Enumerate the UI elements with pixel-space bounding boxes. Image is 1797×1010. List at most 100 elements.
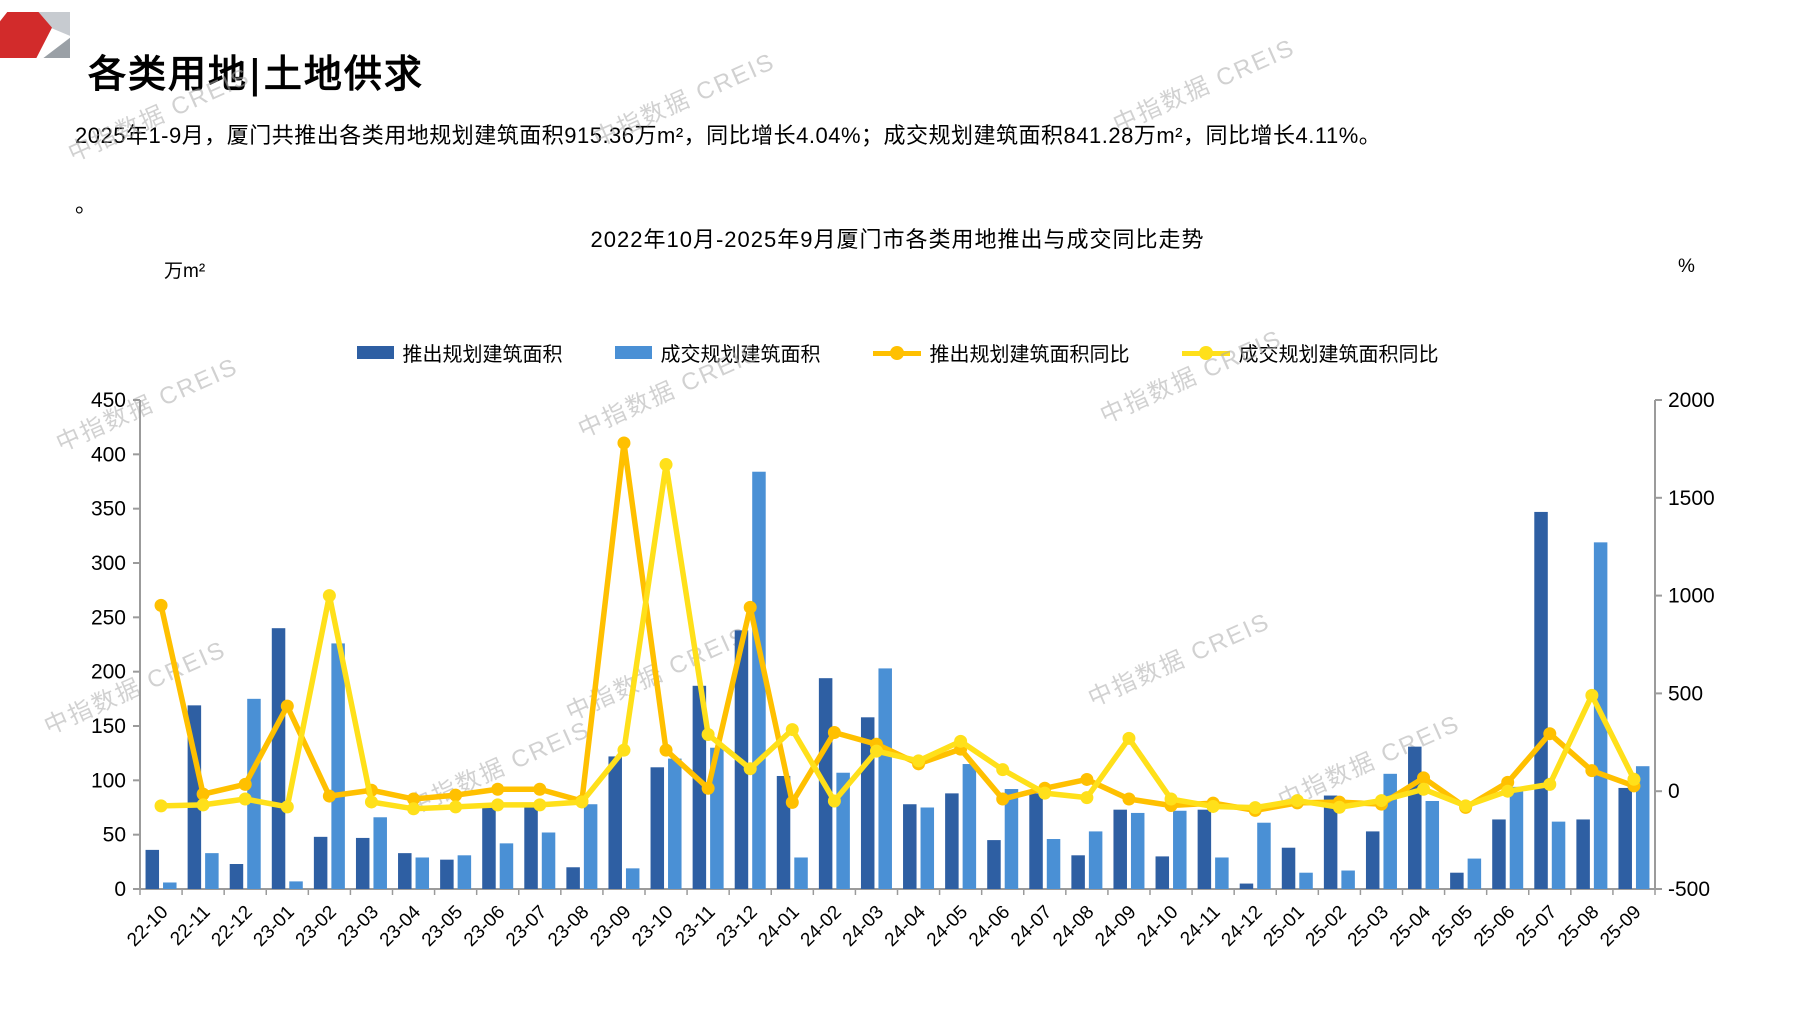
x-axis-label: 22-12 [208, 902, 257, 951]
yoy-line-marker [743, 600, 757, 614]
yoy-line-marker [743, 762, 757, 776]
bar-supply [1408, 746, 1422, 889]
x-axis-label: 25-06 [1470, 902, 1519, 951]
summary-text-line2: 。 [75, 192, 98, 217]
x-axis-label: 24-12 [1218, 902, 1267, 951]
bar-supply [608, 756, 622, 889]
x-axis-label: 23-10 [628, 902, 677, 951]
legend-item-supply-yoy-line: 推出规划建筑面积同比 [872, 338, 1130, 367]
yoy-line-marker [1417, 771, 1431, 785]
legend-item-transaction-yoy-line: 成交规划建筑面积同比 [1181, 338, 1439, 367]
y-axis-label-right: 0 [1668, 780, 1680, 803]
legend-item-transaction-bar: 成交规划建筑面积 [614, 338, 821, 367]
yoy-line-marker [1374, 794, 1388, 808]
yoy-line-marker [659, 743, 673, 757]
bar-transaction [541, 832, 556, 889]
bar-supply [398, 853, 412, 889]
left-axis-unit: 万m² [164, 261, 206, 282]
bar-supply [566, 867, 580, 889]
x-axis-label: 23-02 [292, 902, 341, 951]
x-axis-label: 24-06 [965, 902, 1014, 951]
y-axis-label-left: 200 [91, 661, 126, 684]
legend-label: 推出规划建筑面积 [402, 344, 563, 366]
bar-transaction [1215, 857, 1229, 889]
legend-swatch-supply-bar [356, 346, 394, 359]
bar-supply [1450, 872, 1464, 889]
y-axis-label-right: 1000 [1668, 585, 1715, 608]
legend-label: 推出规划建筑面积同比 [929, 344, 1130, 366]
yoy-line-marker [1080, 791, 1094, 805]
yoy-line-marker [238, 792, 252, 806]
y-axis-label-right: 500 [1668, 682, 1703, 705]
bar-supply [903, 804, 917, 889]
x-axis-label: 23-04 [376, 901, 426, 951]
yoy-line-marker [996, 792, 1010, 806]
bar-supply [1281, 847, 1296, 889]
bar-supply [1239, 883, 1254, 889]
y-axis-label-left: 350 [91, 498, 126, 521]
yoy-line-marker [701, 781, 715, 795]
bar-supply [1323, 795, 1338, 889]
yoy-line-marker [280, 699, 294, 713]
bar-supply [524, 804, 538, 889]
bar-supply [1492, 819, 1506, 889]
bar-transaction [625, 868, 640, 889]
y-axis-label-left: 0 [114, 878, 126, 901]
y-axis-label-right: -500 [1668, 878, 1710, 901]
bar-transaction [373, 817, 387, 889]
x-axis-label: 23-03 [334, 902, 383, 951]
bar-supply [313, 836, 328, 889]
legend-item-supply-bar: 推出规划建筑面积 [356, 338, 563, 367]
yoy-line-marker [1290, 794, 1304, 808]
yoy-line-marker [449, 800, 463, 814]
yoy-line-marker [1585, 764, 1599, 778]
yoy-line-marker [449, 788, 463, 802]
bar-transaction [1130, 812, 1145, 889]
y-axis-label-right: 1500 [1668, 487, 1715, 510]
bar-supply [1618, 787, 1632, 889]
x-axis-label: 24-07 [1007, 902, 1056, 951]
bar-transaction [1046, 839, 1061, 889]
x-axis-label: 23-09 [586, 902, 635, 951]
y-axis-label-left: 300 [91, 552, 126, 575]
x-axis-label: 24-11 [1176, 902, 1224, 950]
yoy-line-marker [407, 802, 421, 816]
yoy-line-marker [491, 798, 505, 812]
x-axis-label: 25-05 [1428, 902, 1477, 951]
yoy-line-marker [1501, 784, 1515, 798]
bar-supply [945, 793, 959, 889]
bar-supply [271, 628, 286, 889]
yoy-line-marker [785, 723, 799, 737]
bar-transaction [415, 857, 430, 889]
yoy-line-marker [659, 458, 673, 472]
bar-transaction [1004, 789, 1019, 889]
bar-supply [355, 837, 370, 889]
bar-transaction [1551, 821, 1566, 889]
y-axis-label-left: 450 [91, 389, 126, 412]
bar-supply [1576, 819, 1590, 889]
x-axis-label: 23-01 [250, 902, 299, 951]
x-axis-label: 25-01 [1260, 902, 1309, 951]
bar-transaction [668, 758, 682, 889]
yoy-line-marker [954, 734, 968, 748]
yoy-line-marker [533, 798, 547, 812]
x-axis-label: 22-11 [166, 902, 214, 950]
bar-supply [1071, 855, 1085, 889]
bar-supply [440, 859, 454, 889]
creis-logo [0, 12, 70, 58]
yoy-line-marker [617, 743, 631, 757]
x-axis-label: 24-04 [881, 901, 931, 951]
bar-supply [482, 807, 496, 889]
bar-transaction [920, 807, 935, 889]
x-axis-label: 25-02 [1302, 902, 1351, 951]
summary-text: 2025年1-9月，厦门共推出各类用地规划建筑面积915.36万m²，同比增长4… [75, 123, 1382, 148]
yoy-line-marker [1627, 772, 1641, 786]
yoy-line-marker [575, 795, 589, 809]
x-axis-label: 23-05 [418, 902, 467, 951]
legend-swatch-transaction-yoy [1181, 345, 1230, 361]
bar-supply [987, 840, 1001, 889]
x-axis-label: 24-02 [797, 902, 846, 951]
legend-swatch-transaction-bar [614, 346, 652, 359]
yoy-line-marker [1459, 799, 1473, 813]
yoy-line-marker [1122, 792, 1136, 806]
